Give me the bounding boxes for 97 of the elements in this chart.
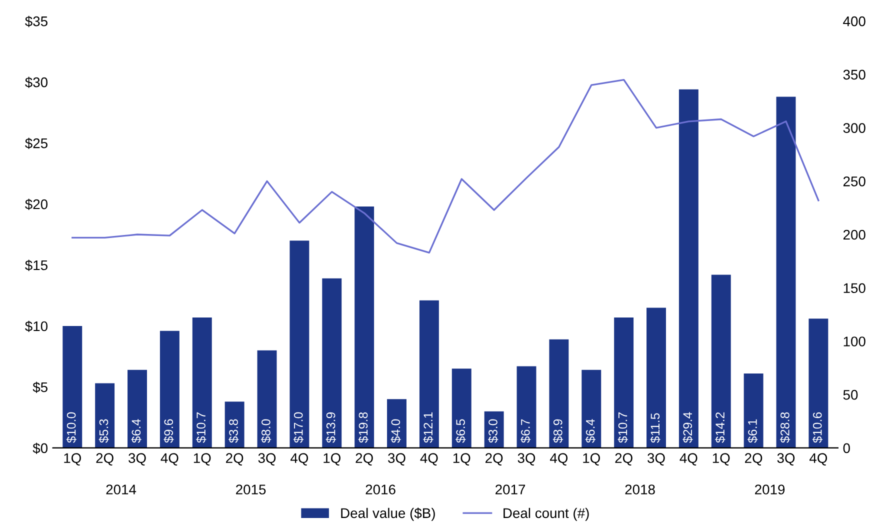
- y-tick-label: $20: [25, 198, 48, 210]
- data-label: $6.5: [456, 419, 466, 443]
- y-tick-label: $25: [25, 138, 48, 150]
- x-tick-label: 3Q: [128, 453, 146, 466]
- y-tick-label: $35: [25, 16, 48, 28]
- legend-label: Deal value ($B): [341, 508, 435, 521]
- y2-tick-label: 0: [843, 443, 850, 454]
- y2-tick-label: 250: [843, 176, 866, 186]
- bar: [419, 300, 439, 448]
- data-label: $3.0: [488, 419, 498, 443]
- data-label: $11.5: [650, 413, 660, 443]
- data-label: $6.7: [520, 419, 531, 443]
- bar: [711, 274, 731, 448]
- text: 2018: [625, 484, 655, 494]
- bar: [354, 206, 374, 448]
- bar: [516, 366, 536, 448]
- bar: [257, 350, 277, 448]
- data-label: $8.0: [260, 419, 272, 443]
- bar: [290, 240, 310, 448]
- bar: [776, 96, 796, 448]
- x-tick-label: 3Q: [388, 453, 406, 466]
- bar: [192, 317, 212, 448]
- bar: [128, 370, 147, 448]
- bar: [224, 402, 244, 448]
- y2-tick-label: 300: [843, 123, 866, 133]
- bar: [646, 308, 666, 448]
- text: 2015: [236, 484, 266, 494]
- data-label: $19.8: [358, 412, 368, 443]
- y2-tick-label: 350: [843, 70, 866, 80]
- x-tick-label: 4Q: [290, 453, 308, 466]
- line-series: [72, 78, 820, 254]
- x-tick-label: 2Q: [96, 453, 114, 466]
- data-label: $10.6: [812, 412, 823, 443]
- bar: [549, 339, 569, 448]
- bar: [678, 89, 698, 448]
- data-label: $14.2: [715, 412, 726, 443]
- data-label: $13.9: [326, 412, 336, 443]
- bar: [160, 330, 180, 448]
- y2-tick-label: 50: [843, 390, 858, 400]
- x-tick-label: 3Q: [777, 453, 795, 466]
- text: 2017: [496, 484, 526, 494]
- y-tick-label: $30: [25, 76, 48, 88]
- x-tick-label: 2Q: [356, 453, 373, 466]
- x-tick-label: 1Q: [712, 453, 730, 466]
- data-label: $10.7: [618, 412, 628, 443]
- y-tick-label: $15: [25, 260, 48, 271]
- x-tick-label: 3Q: [648, 453, 665, 466]
- y2-tick-label: 150: [844, 283, 866, 294]
- y-tick-label: $10: [25, 320, 48, 332]
- bar: [744, 374, 764, 448]
- y2-tick-label: 200: [843, 230, 866, 240]
- x-tick-label: 2Q: [486, 453, 503, 466]
- x-tick-label: 4Q: [809, 453, 828, 466]
- data-label: $6.1: [748, 419, 758, 443]
- x-tick-label: 4Q: [550, 453, 568, 466]
- text: 2016: [366, 484, 396, 494]
- x-tick-label: 1Q: [194, 453, 211, 466]
- x-tick-label: 2Q: [226, 453, 244, 466]
- bar: [582, 370, 602, 448]
- data-label: $10.7: [196, 412, 206, 443]
- data-label: $6.4: [585, 419, 596, 443]
- x-tick-label: 3Q: [258, 453, 276, 466]
- x-tick-label: 1Q: [324, 453, 340, 466]
- bar: [387, 399, 406, 448]
- y-tick-label: $5: [32, 382, 48, 393]
- x-tick-label: 4Q: [420, 453, 438, 466]
- data-label: $5.3: [98, 419, 109, 443]
- bar: [452, 368, 472, 448]
- y-tick-label: $0: [32, 442, 48, 454]
- data-label: $9.6: [164, 419, 174, 443]
- data-label: $12.1: [423, 412, 434, 443]
- bar: [322, 278, 342, 448]
- data-label: $3.8: [228, 419, 239, 443]
- bar: [808, 318, 828, 448]
- text: 2014: [106, 484, 136, 494]
- x-tick-label: 2Q: [615, 453, 632, 466]
- text: 2019: [755, 484, 785, 494]
- x-tick-label: 4Q: [680, 453, 698, 466]
- y2-tick-label: 100: [844, 336, 866, 346]
- x-tick-label: 1Q: [453, 453, 470, 466]
- data-label: $10.0: [66, 412, 76, 443]
- x-tick-label: 3Q: [518, 453, 536, 466]
- x-tick-label: 2Q: [745, 453, 762, 466]
- data-label: $4.0: [390, 419, 401, 443]
- bar: [614, 317, 634, 448]
- y2-tick-label: 400: [843, 16, 866, 26]
- data-label: $6.4: [131, 419, 142, 443]
- x-tick-label: 1Q: [64, 453, 81, 466]
- data-label: $29.4: [682, 412, 693, 443]
- data-label: $8.9: [552, 419, 564, 443]
- bar: [95, 383, 115, 448]
- x-tick-label: 1Q: [583, 453, 600, 466]
- data-label: $28.8: [780, 412, 790, 443]
- legend-label: Deal count (#): [504, 508, 589, 521]
- x-tick-label: 4Q: [160, 453, 178, 466]
- data-label: $17.0: [293, 412, 304, 443]
- bar: [62, 326, 82, 448]
